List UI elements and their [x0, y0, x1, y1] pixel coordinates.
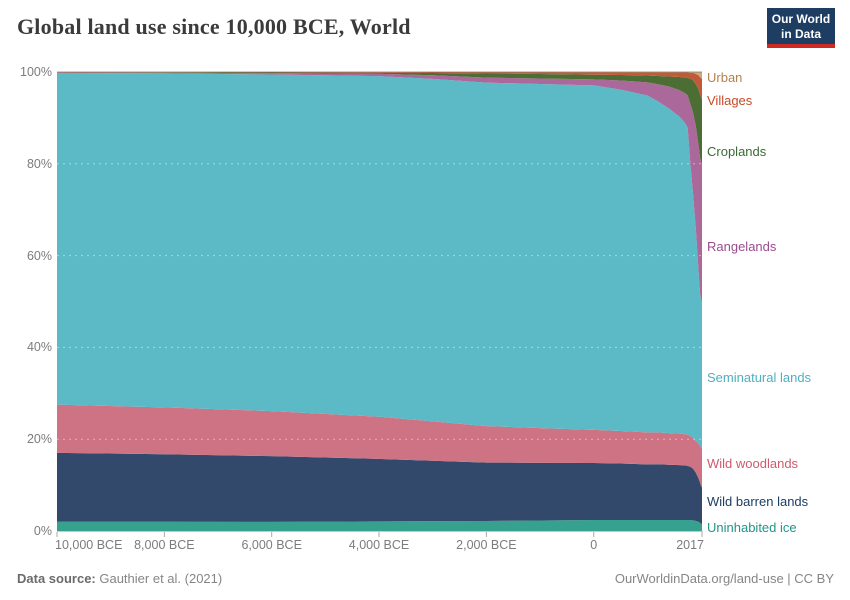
- x-axis-label-m4000: 4,000 BCE: [348, 538, 410, 552]
- page-title: Global land use since 10,000 BCE, World: [17, 14, 411, 39]
- area-villages[interactable]: [57, 72, 702, 100]
- y-axis-label-60: 60%: [26, 248, 52, 263]
- data-source-note: Data source: Gauthier et al. (2021): [17, 571, 222, 586]
- area-barren[interactable]: [57, 452, 702, 525]
- legend-rangelands[interactable]: Rangelands: [707, 239, 777, 254]
- area-woodlands[interactable]: [57, 404, 702, 488]
- x-axis-label-m8000: 8,000 BCE: [134, 538, 195, 552]
- y-axis-label-40: 40%: [26, 340, 52, 355]
- y-axis-label-100: 100%: [20, 65, 52, 79]
- area-seminatural[interactable]: [57, 72, 702, 449]
- owid-logo-line1: Our World: [771, 12, 831, 26]
- x-axis-label-m6000: 6,000 BCE: [241, 538, 302, 552]
- data-source-label: Data source:: [17, 571, 96, 586]
- data-source-value: Gauthier et al. (2021): [95, 571, 223, 586]
- legend-barren[interactable]: Wild barren lands: [707, 494, 809, 509]
- x-axis-label-m10000: 10,000 BCE: [55, 538, 123, 552]
- area-croplands[interactable]: [57, 72, 702, 164]
- legend-croplands[interactable]: Croplands: [707, 144, 767, 159]
- chart-footer: Data source: Gauthier et al. (2021) OurW…: [0, 566, 850, 600]
- owid-logo[interactable]: Our World in Data: [767, 8, 835, 48]
- y-axis-label-0: 0%: [33, 524, 52, 538]
- owid-logo-line2: in Data: [780, 27, 821, 41]
- legend-villages[interactable]: Villages: [707, 93, 753, 108]
- y-axis-label-80: 80%: [26, 156, 52, 171]
- legend-seminatural[interactable]: Seminatural lands: [707, 370, 812, 385]
- area-ice[interactable]: [57, 519, 702, 531]
- owid-url-license-link[interactable]: OurWorldinData.org/land-use | CC BY: [614, 571, 834, 586]
- x-axis-label-2017: 2017: [676, 538, 704, 552]
- x-axis-label-0: 0: [590, 538, 598, 552]
- x-axis-label-m2000: 2,000 BCE: [456, 538, 517, 552]
- legend-woodlands[interactable]: Wild woodlands: [707, 456, 799, 471]
- legend-urban[interactable]: Urban: [707, 70, 743, 85]
- legend-ice[interactable]: Uninhabited ice: [707, 520, 797, 535]
- y-axis-label-20: 20%: [26, 432, 52, 447]
